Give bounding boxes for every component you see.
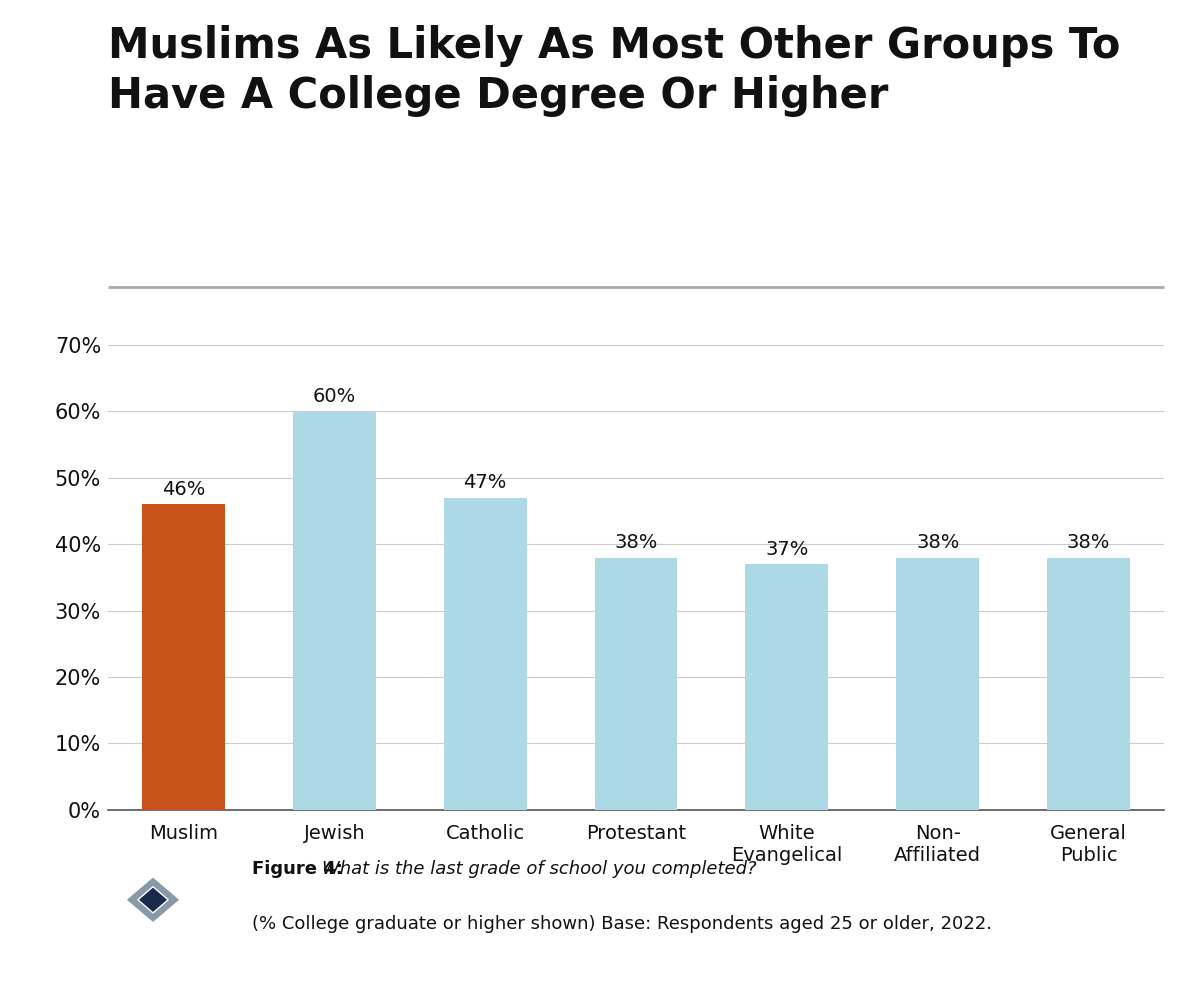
Text: Figure 4:: Figure 4: <box>252 860 349 878</box>
Text: 38%: 38% <box>916 533 960 552</box>
Bar <box>293 411 376 810</box>
Text: 46%: 46% <box>162 480 205 499</box>
Text: What is the last grade of school you completed?: What is the last grade of school you com… <box>322 860 756 878</box>
Text: (% College graduate or higher shown) Base: Respondents aged 25 or older, 2022.: (% College graduate or higher shown) Bas… <box>252 915 992 934</box>
Bar <box>444 498 527 810</box>
Text: 38%: 38% <box>614 533 658 552</box>
Bar <box>1048 557 1130 810</box>
Text: I  S  P  U: I S P U <box>120 961 186 975</box>
Text: 60%: 60% <box>313 387 356 406</box>
Text: 37%: 37% <box>766 540 809 559</box>
Bar <box>896 557 979 810</box>
Polygon shape <box>125 876 181 924</box>
Bar <box>745 564 828 810</box>
Bar <box>594 557 678 810</box>
Polygon shape <box>138 886 168 912</box>
Bar <box>142 504 224 810</box>
Text: 47%: 47% <box>463 474 506 493</box>
Text: Muslims As Likely As Most Other Groups To
Have A College Degree Or Higher: Muslims As Likely As Most Other Groups T… <box>108 25 1121 118</box>
Text: 38%: 38% <box>1067 533 1110 552</box>
